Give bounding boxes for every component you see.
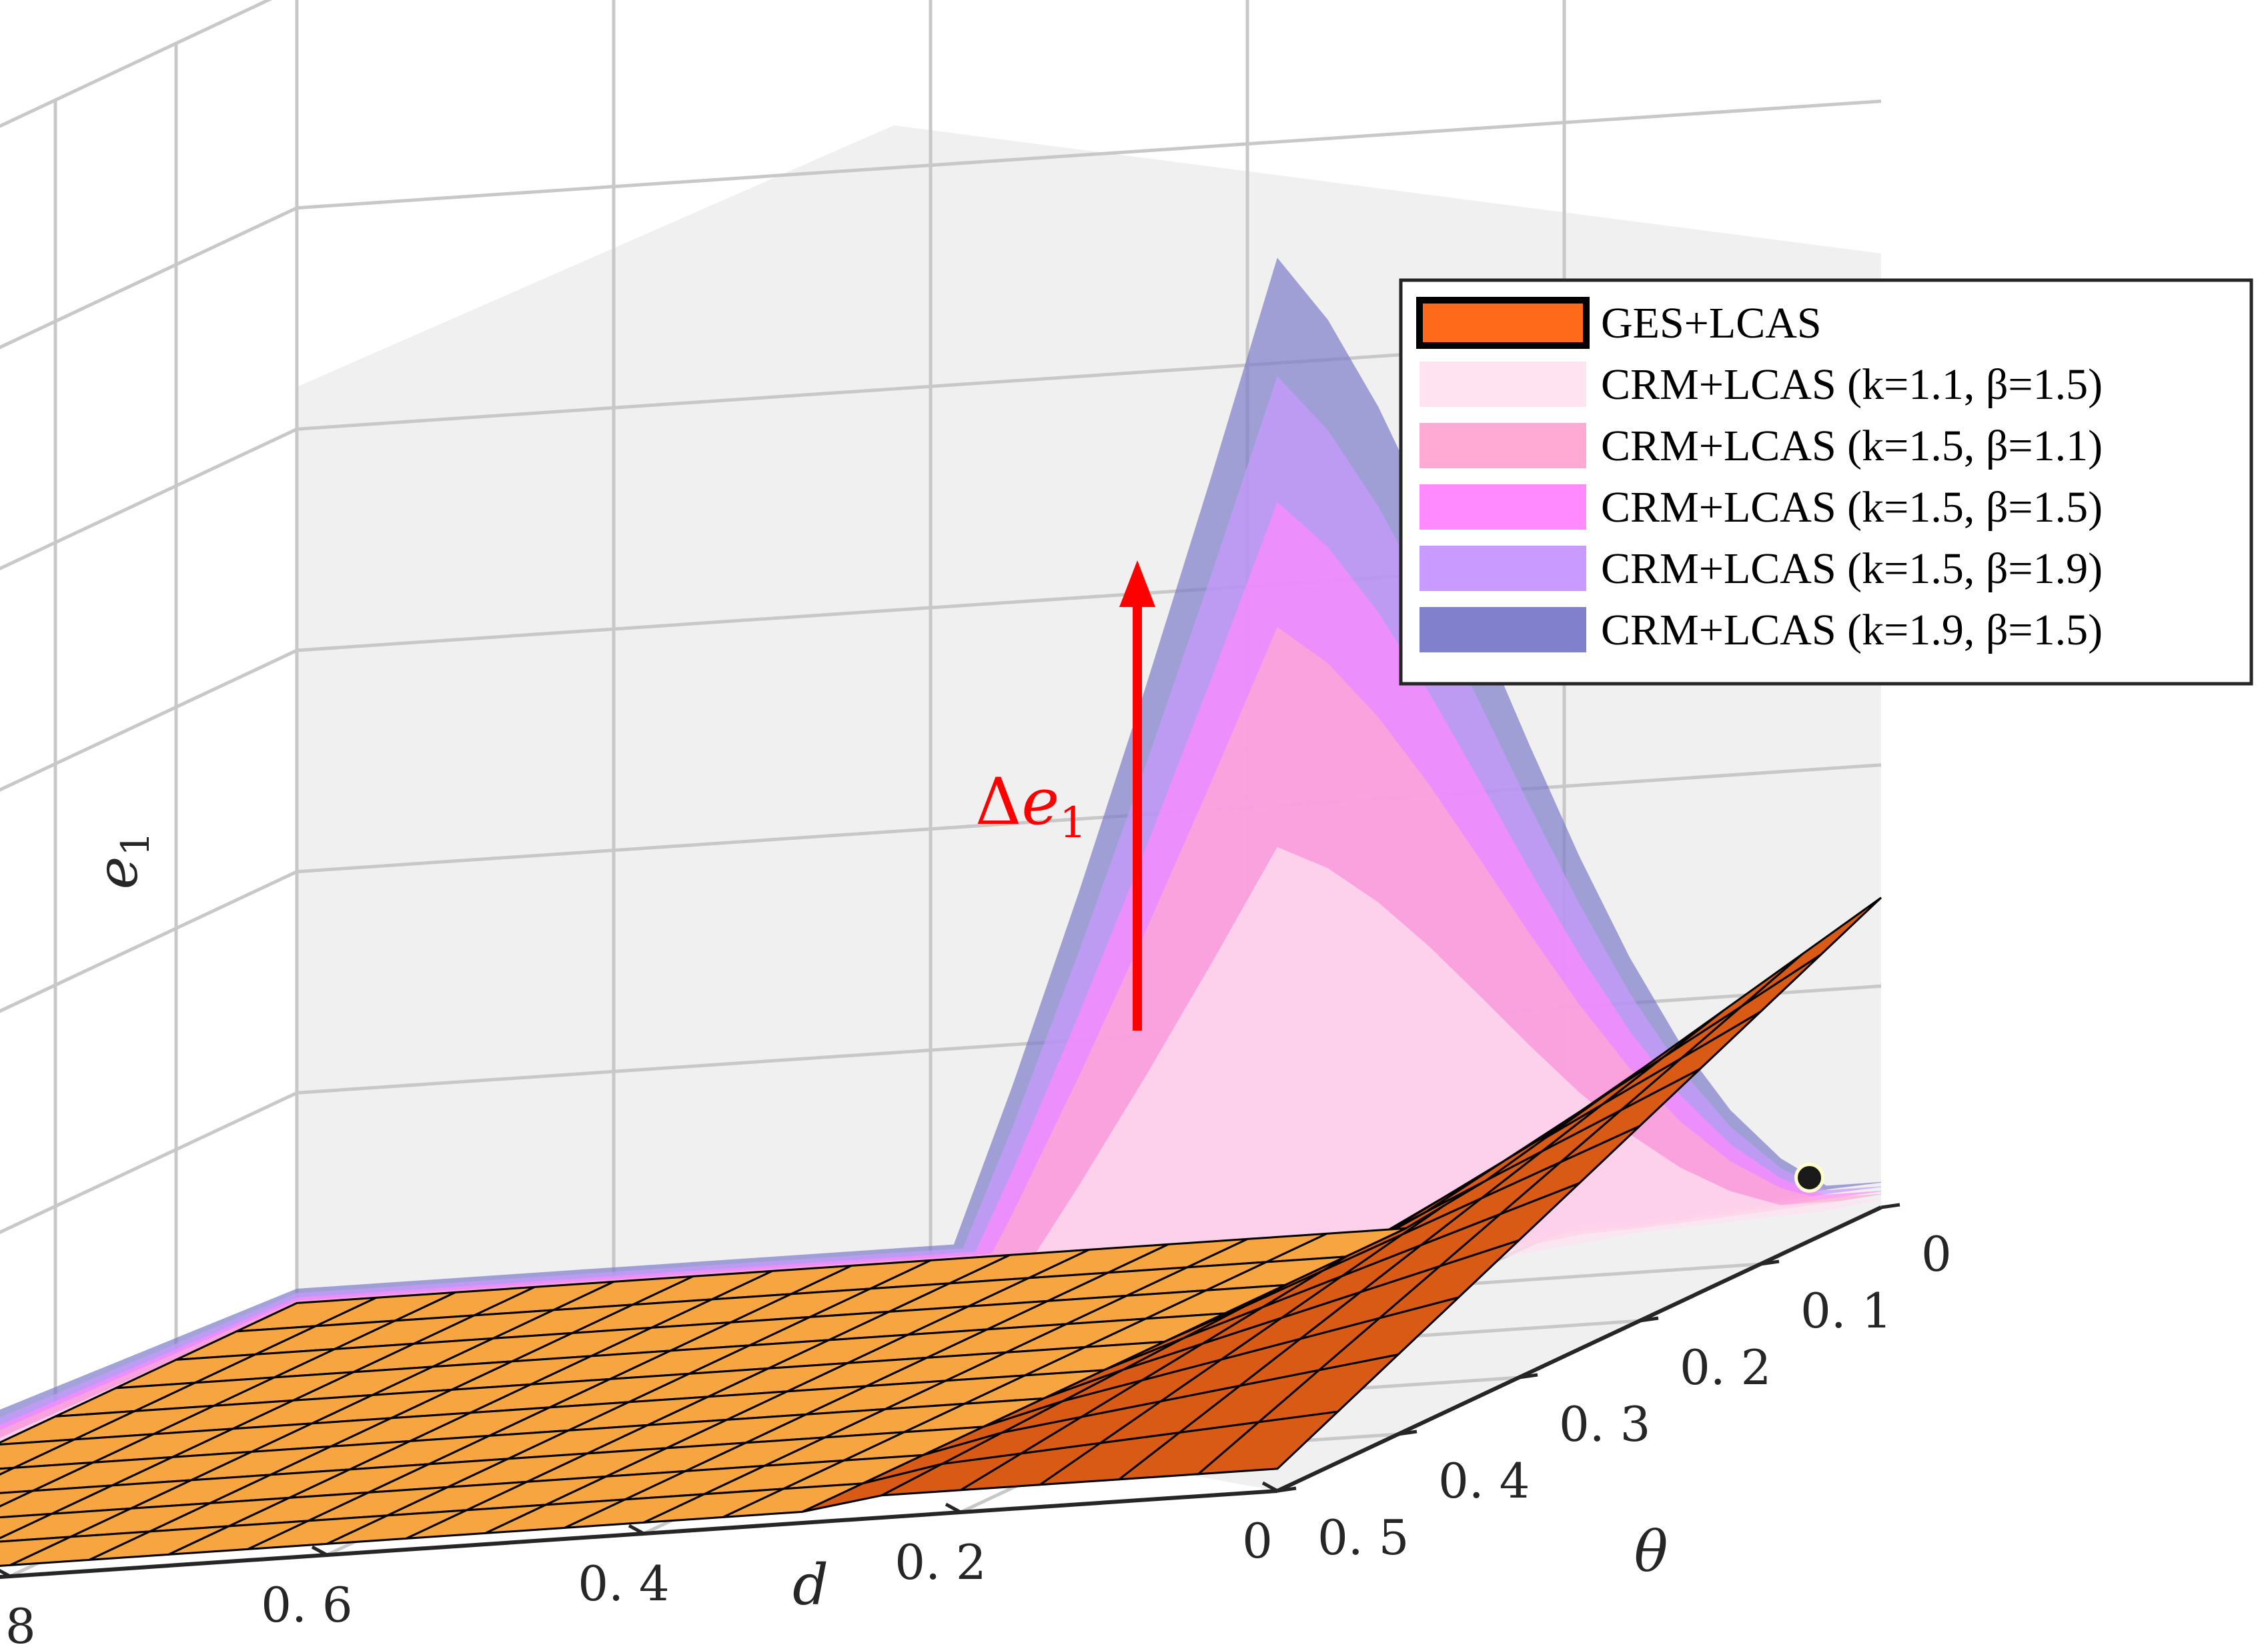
y-tick-label: 0. 4 [1438, 1453, 1530, 1509]
y-tick-mark [1518, 1373, 1538, 1380]
y-tick-mark [1397, 1430, 1418, 1436]
tick-labels: 0369121500. 20. 40. 60. 8100. 10. 20. 30… [0, 1203, 1952, 1651]
delta-arrow-head [1119, 560, 1155, 607]
y-tick-mark [1639, 1316, 1659, 1323]
ges-patch [0, 1438, 75, 1470]
legend-items: GES+LCAS CRM+LCAS (k=1.1, β=1.5) CRM+LCAS … [1416, 297, 2103, 654]
legend-swatch [1420, 607, 1586, 652]
x-tick-label: 0. 4 [578, 1556, 669, 1612]
ges-patch [0, 1461, 94, 1494]
surface-0 [0, 897, 1882, 1567]
y-tick-label: 0. 1 [1800, 1283, 1892, 1339]
x-tick-mark [1261, 1481, 1279, 1493]
y-tick-mark [1880, 1203, 1900, 1209]
y-axis-line [1276, 1205, 1882, 1493]
x-tick-mark [311, 1545, 328, 1557]
y-tick-mark [1277, 1486, 1297, 1493]
delta-sub: 1 [1059, 798, 1087, 848]
z-axis-label-base: e [85, 857, 150, 890]
ges-patch [0, 1512, 52, 1540]
delta-e1-annotation: Δe1 [975, 560, 1155, 1031]
y-tick-mark [1760, 1259, 1780, 1266]
y-tick-label: 0. 2 [1680, 1339, 1771, 1396]
ges-patch [0, 1466, 15, 1476]
x-tick-label: 0. 8 [0, 1598, 36, 1651]
y-tick-label: 0 [1921, 1226, 1952, 1282]
y-tick-label: 0. 3 [1559, 1396, 1650, 1452]
y-tick-label: 0. 5 [1317, 1510, 1409, 1566]
axis-lines [0, 1205, 1882, 1580]
x-tick-label: 0 [1242, 1513, 1273, 1569]
legend-swatch [1420, 362, 1586, 407]
legend-label: CRM+LCAS (k=1.5, β=1.9) [1601, 544, 2103, 593]
ges-patch [0, 1507, 131, 1543]
x-axis-label: d [792, 1552, 828, 1618]
legend-label: CRM+LCAS (k=1.5, β=1.1) [1601, 422, 2103, 470]
x-tick-label: 0. 6 [261, 1577, 352, 1633]
ges-patch [0, 1536, 71, 1567]
x-tick-mark [628, 1524, 645, 1536]
legend-label: CRM+LCAS (k=1.9, β=1.5) [1601, 606, 2103, 654]
ges-marker-point [1794, 1162, 1825, 1193]
legend: GES+LCAS CRM+LCAS (k=1.1, β=1.5) CRM+LCAS … [1399, 278, 2253, 686]
legend-label: CRM+LCAS (k=1.5, β=1.5) [1601, 483, 2103, 532]
x-axis-line [0, 1489, 1278, 1580]
back-left-pane [297, 125, 894, 1314]
ges-patch [0, 1410, 135, 1446]
z-axis-label: e1 [85, 832, 158, 890]
z-axis-label-sub: 1 [113, 832, 158, 857]
x-tick-label: 0. 2 [895, 1534, 986, 1590]
delta-base: e [1021, 764, 1059, 839]
x-tick-mark [0, 1568, 11, 1578]
x-tick-mark [945, 1502, 962, 1514]
legend-label: CRM+LCAS (k=1.1, β=1.5) [1601, 360, 2103, 409]
legend-swatch [1420, 546, 1586, 591]
legend-label: GES+LCAS [1601, 299, 1822, 348]
surfaces [0, 257, 1882, 1567]
legend-swatch [1420, 423, 1586, 468]
delta-e1-label: Δe1 [975, 764, 1087, 848]
delta-prefix: Δ [975, 764, 1021, 839]
y-axis-label: θ [1634, 1519, 1668, 1584]
legend-swatch [1416, 297, 1590, 349]
ges-patch [0, 1490, 33, 1508]
legend-swatch [1420, 484, 1586, 530]
